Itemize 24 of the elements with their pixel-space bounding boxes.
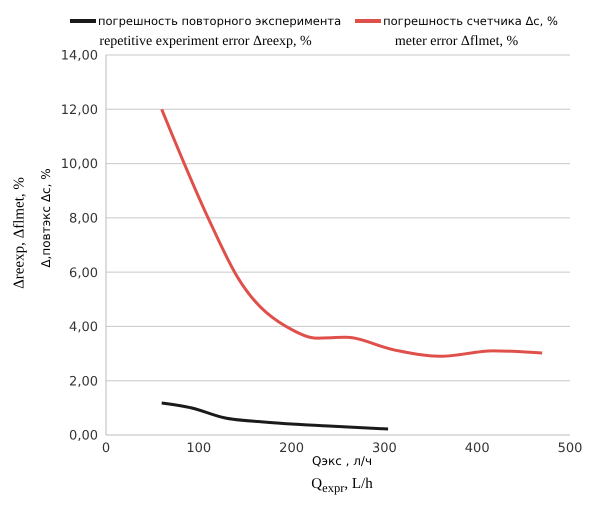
x-axis-title: Qэкс , л/ч [312,454,372,468]
y-tick-label: 6,00 [69,266,98,281]
x-tick-label: 200 [279,441,304,456]
x-tick-label: 100 [186,441,212,456]
y-tick-label: 0,00 [69,428,98,444]
line-series [160,401,390,431]
text: meter error Δflmet, % [394,34,520,50]
text: Δreexp, Δflmet, % [12,177,28,289]
x-tick-label: 400 [464,441,490,456]
legend-label: погрешность счетчика Δc, % [383,14,558,28]
y-axis-title: Δ,повтэкс Δс, % [39,168,53,268]
x-tick-label: 500 [558,441,582,456]
line-series [160,108,544,358]
text: repetitive experiment error Δreexp, % [98,34,313,50]
legend-label: погрешность повторного эксперимента [98,14,342,28]
text: Q$_{expr}$, L/h [310,476,374,496]
y-tick-label: 14,00 [60,48,98,64]
y-tick-label: 10,00 [60,157,98,172]
y-tick-label: 12,00 [60,102,98,118]
x-tick-label: 0 [102,441,110,456]
x-tick-label: 300 [372,441,397,456]
y-tick-label: 4,00 [69,320,98,336]
y-tick-label: 2,00 [69,374,98,390]
y-tick-label: 8,00 [69,211,98,226]
